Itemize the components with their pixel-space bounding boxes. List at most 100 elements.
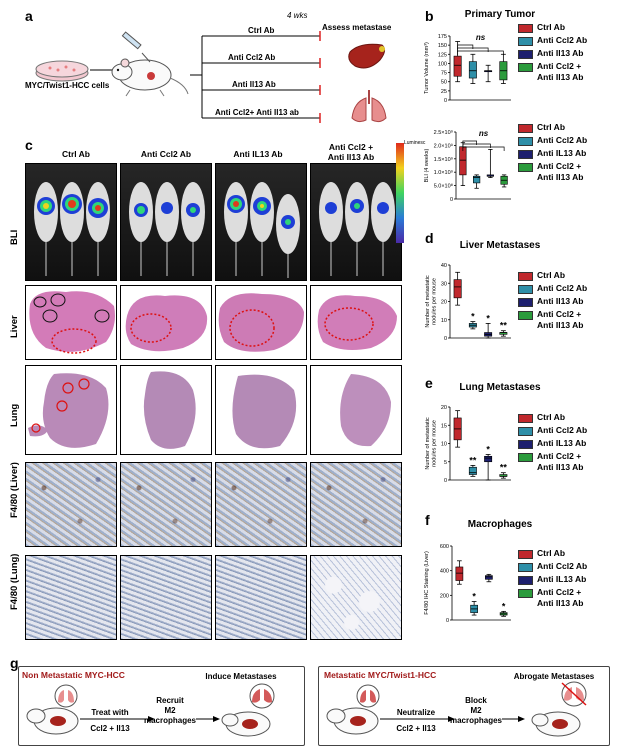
panel-letter-a: a xyxy=(25,8,33,24)
legend-primary-tumor: Ctrl Ab Anti Ccl2 Ab Anti Il13 Ab Anti Ccl2… xyxy=(518,22,587,85)
box-body xyxy=(453,279,462,299)
panel-letter-e: e xyxy=(425,375,433,391)
y-tick-label: 40 xyxy=(441,263,447,269)
y-tick-label: 10 xyxy=(441,442,447,448)
y-tick-label: 0 xyxy=(446,618,449,624)
legend-label: Ctrl Ab xyxy=(537,548,566,558)
duration-label: 4 wks xyxy=(287,11,308,20)
legend-swatch xyxy=(518,550,533,559)
box-ccl2: ** xyxy=(468,455,477,477)
chart-bli: 0 5.0×10⁸ 1.0×10⁹ 1.5×10⁹ 2.0×10⁹ 2.5×10⁹ BLI … xyxy=(424,129,511,203)
treatment-label-ccl2: Anti Ccl2 Ab xyxy=(228,53,276,62)
bli-image-ccl2 xyxy=(120,163,212,281)
right-step1: Neutralize xyxy=(396,708,436,717)
y-tick-label: 20 xyxy=(441,405,447,411)
left-result: Induce Metastases xyxy=(205,672,277,681)
legend-swatch xyxy=(518,427,533,436)
significance-bracket xyxy=(457,44,474,49)
legend-swatch xyxy=(518,311,533,320)
column-header-ccl2: Anti Ccl2 Ab xyxy=(140,149,192,159)
f480-lung-ccl2 xyxy=(120,555,212,640)
box-il13: * xyxy=(484,444,493,481)
y-tick-label: 5.0×10⁸ xyxy=(434,183,453,190)
box-body xyxy=(468,466,477,475)
right-result: Abrogate Metastases xyxy=(513,672,595,681)
mouse-icon xyxy=(111,58,189,97)
legend-swatch xyxy=(518,453,533,462)
legend-entry: Anti Il13 Ab xyxy=(518,296,587,307)
right-step1b: Ccl2 + Il13 xyxy=(396,724,436,733)
lung-icon-left xyxy=(54,684,78,708)
legend-entry: Anti Ccl2 Ab xyxy=(518,561,587,572)
mouse-icon-left xyxy=(26,707,79,735)
y-tick-label: 75 xyxy=(441,71,447,77)
liver-icon xyxy=(348,43,386,69)
legend-label: Anti Il13 Ab xyxy=(537,48,584,58)
panel-letter-c: c xyxy=(25,137,33,153)
legend-entry: Anti IL13 Ab xyxy=(518,574,587,585)
box-ctrl xyxy=(453,410,462,448)
box-body xyxy=(484,455,493,463)
f480-lung-il13 xyxy=(215,555,307,640)
left-title: Non Metastatic MYC-HCC xyxy=(22,670,125,680)
bli-image-combo xyxy=(310,163,402,281)
legend-swatch xyxy=(518,163,533,172)
legend-entry: Anti Ccl2 + Anti Il13 Ab xyxy=(518,451,587,473)
panel-g-drawings xyxy=(26,681,587,737)
legend-label: Anti Ccl2 Ab xyxy=(537,561,588,571)
lung-icon xyxy=(351,90,387,123)
box-ccl2: * xyxy=(468,312,477,330)
mouse-icon-right xyxy=(326,707,379,735)
legend-swatch xyxy=(518,576,533,585)
y-tick-label: 0 xyxy=(444,98,447,104)
row-header-f480-liver: F4/80 (Liver) xyxy=(9,462,20,518)
legend-label: Anti Ccl2 + Anti Il13 Ab xyxy=(537,61,584,82)
legend-entry: Anti Ccl2 + Anti Il13 Ab xyxy=(518,61,587,83)
legend-entry: Anti Ccl2 Ab xyxy=(518,135,587,146)
column-header-combo: Anti Ccl2 + Anti Il13 Ab xyxy=(327,142,375,162)
legend-entry: Anti Il13 Ab xyxy=(518,48,587,59)
significance-star: * xyxy=(486,313,490,323)
legend-label: Anti Ccl2 Ab xyxy=(537,35,588,45)
liver-he-il13 xyxy=(215,285,307,360)
box-body xyxy=(453,55,462,77)
box-ccl2 xyxy=(473,174,481,189)
y-tick-label: 125 xyxy=(438,52,447,58)
significance-bracket xyxy=(457,50,504,55)
bli-image-il13 xyxy=(215,163,307,281)
y-tick-label: 15 xyxy=(441,423,447,429)
y-tick-label: 2.5×10⁹ xyxy=(434,129,453,136)
legend-entry: Anti Ccl2 + Anti Il13 Ab xyxy=(518,587,587,609)
y-axis-label: Number of metastaticnodules per mouse xyxy=(425,417,438,470)
box-body xyxy=(468,61,477,79)
chart-title-primary-tumor: Primary Tumor xyxy=(464,9,536,20)
mouse-icon-left-result xyxy=(221,711,271,737)
legend-label: Anti IL13 Ab xyxy=(537,574,587,584)
legend-swatch xyxy=(518,589,533,598)
box-body xyxy=(473,175,481,184)
chart-macrophages: 0 200 400 600 F4/80 IHC Staining (Liver) * * xyxy=(424,544,511,624)
y-tick-label: 400 xyxy=(440,569,449,575)
legend-swatch xyxy=(518,37,533,46)
row-header-lung: Lung xyxy=(9,403,20,427)
panel-letter-b: b xyxy=(425,8,434,24)
legend-label: Anti Ccl2 + Anti Il13 Ab xyxy=(537,587,584,608)
legend-entry: Ctrl Ab xyxy=(518,412,587,423)
legend-entry: Ctrl Ab xyxy=(518,270,587,281)
legend-swatch xyxy=(518,272,533,281)
significance-ns: ns xyxy=(479,129,489,138)
legend-swatch xyxy=(518,563,533,572)
y-axis-label: Number of metastaticnodules per mouse xyxy=(425,275,438,328)
significance-bracket xyxy=(462,143,491,148)
panel-letter-d: d xyxy=(425,230,434,246)
legend-swatch xyxy=(518,24,533,33)
left-step1: Treat with xyxy=(91,708,129,717)
legend-entry: Ctrl Ab xyxy=(518,122,587,133)
y-tick-label: 50 xyxy=(441,80,447,86)
legend-swatch xyxy=(518,414,533,423)
lung-he-combo xyxy=(310,365,402,455)
legend-label: Anti Ccl2 Ab xyxy=(537,425,588,435)
legend-swatch xyxy=(518,440,533,449)
significance-star: * xyxy=(471,312,475,322)
